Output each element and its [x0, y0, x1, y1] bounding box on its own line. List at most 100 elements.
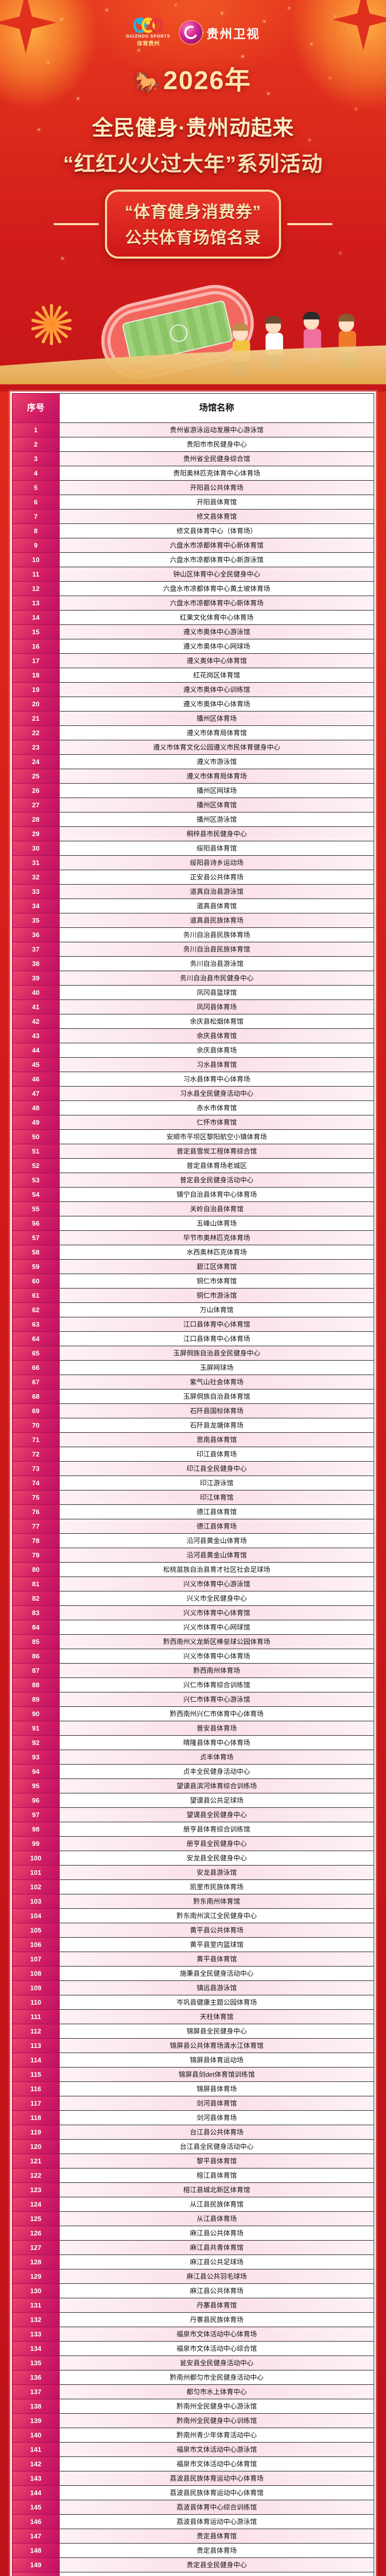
cell-venue-name: 兴仁市体育中心游泳馆	[60, 1692, 374, 1707]
table-row: 136 黔南州都匀市全民健身活动中心	[12, 2370, 374, 2385]
guizhou-sports-wordmark: GUIZHOU SPORTS	[126, 34, 170, 39]
cell-no: 126	[12, 2226, 60, 2241]
cell-no: 98	[12, 1822, 60, 1837]
cell-no: 38	[12, 957, 60, 971]
cell-no: 88	[12, 1678, 60, 1692]
table-row: 13 六盘水市凉都体育中心新体育场	[12, 596, 374, 611]
guizhou-tv-text: 贵州卫视	[206, 24, 260, 42]
cell-venue-name: 天柱体育馆	[60, 2010, 374, 2024]
cell-no: 56	[12, 1216, 60, 1231]
table-row: 91 普安县体育场	[12, 1721, 374, 1736]
table-row: 58 水西奥林匹克体育场	[12, 1245, 374, 1260]
table-row: 37 务川自治县民族体育馆	[12, 942, 374, 957]
cell-no: 130	[12, 2284, 60, 2298]
table-row: 112 锦屏县全民健身中心	[12, 2024, 374, 2039]
cell-no: 85	[12, 1635, 60, 1649]
table-row: 9 六盘水市凉都体育中心新体育馆	[12, 538, 374, 553]
cell-no: 102	[12, 1880, 60, 1894]
table-row: 80 松桃苗族自治县育才社区社会足球场	[12, 1563, 374, 1577]
cell-venue-name: 黎平县体育馆	[60, 2154, 374, 2168]
venue-table: 序号 场馆名称 1 贵州省游泳运动发展中心游泳馆 2 贵阳市市民健身中心 3 贵州省全民健…	[12, 393, 374, 2576]
cell-no: 4	[12, 466, 60, 481]
table-row: 38 务川自治县游泳馆	[12, 957, 374, 971]
cell-venue-name: 习水县全民健身活动中心	[60, 1087, 374, 1101]
cell-venue-name: 安顺市平坝区黎阳航空小镇体育场	[60, 1130, 374, 1144]
table-row: 50 安顺市平坝区黎阳航空小镇体育场	[12, 1130, 374, 1144]
table-row: 125 从江县体育场	[12, 2212, 374, 2226]
table-row: 137 都匀市水上体育中心	[12, 2385, 374, 2399]
cell-no: 142	[12, 2457, 60, 2471]
table-row: 36 务川自治县民族体育场	[12, 928, 374, 942]
cell-venue-name: 播州区游泳馆	[60, 812, 374, 827]
cell-no: 86	[12, 1649, 60, 1664]
cell-venue-name: 碧江区体育馆	[60, 1260, 374, 1274]
table-row: 60 铜仁市体育馆	[12, 1274, 374, 1289]
cell-venue-name: 锦屏县体育运动场	[60, 2053, 374, 2067]
cell-no: 30	[12, 841, 60, 856]
cell-no: 8	[12, 524, 60, 538]
cell-venue-name: 从江县体育场	[60, 2212, 374, 2226]
cell-venue-name: 黔西南州兴仁市体育中心体育场	[60, 1707, 374, 1721]
cell-venue-name: 都匀市水上体育中心	[60, 2385, 374, 2399]
cell-venue-name: 红果文化体育中心体育场	[60, 611, 374, 625]
cell-venue-name: 铜仁市体育馆	[60, 1274, 374, 1289]
table-row: 110 岑巩县健康主题公园体育场	[12, 1995, 374, 2010]
cell-no: 103	[12, 1894, 60, 1909]
cell-no: 23	[12, 740, 60, 755]
cell-no: 60	[12, 1274, 60, 1289]
table-row: 5 开阳县公共体育场	[12, 481, 374, 495]
cell-no: 123	[12, 2183, 60, 2197]
cell-venue-name: 普定县全民健身活动中心	[60, 1173, 374, 1188]
table-row: 4 贵阳奥林匹克体育中心体育场	[12, 466, 374, 481]
cell-venue-name: 凤冈县篮球馆	[60, 986, 374, 1000]
cell-venue-name: 关岭自治县体育馆	[60, 1202, 374, 1216]
hero-section: GUIZHOU SPORTS 体育贵州 贵州卫视 🐎2026年 全民健身·贵州动…	[0, 0, 386, 392]
cell-no: 101	[12, 1866, 60, 1880]
cell-venue-name: 荔波县民族体育运动中心体育馆	[60, 2486, 374, 2500]
cell-venue-name: 道真县体育馆	[60, 899, 374, 913]
cell-venue-name: 贵定县全民健身中心	[60, 2558, 374, 2572]
table-row: 71 思南县体育馆	[12, 1433, 374, 1447]
cell-venue-name: 福泉市文体活动中心体育馆	[60, 2457, 374, 2471]
table-row: 99 册亨县全民健身中心	[12, 1837, 374, 1851]
cell-venue-name: 福泉市文体活动中心体育场	[60, 2327, 374, 2342]
cell-venue-name: 遵义市奥体中心网球场	[60, 639, 374, 654]
firework-icon	[27, 300, 76, 349]
table-row: 51 普定县雪炭工程体育综合馆	[12, 1144, 374, 1159]
cell-no: 135	[12, 2356, 60, 2370]
cell-no: 2	[12, 437, 60, 452]
cell-venue-name: 册亨县体育综合训练馆	[60, 1822, 374, 1837]
table-row: 127 麻江县共青体育馆	[12, 2241, 374, 2255]
cell-no: 69	[12, 1404, 60, 1418]
cell-venue-name: 江口县体育中心体育场	[60, 1332, 374, 1346]
cell-venue-name: 福泉市文体活动中心游泳馆	[60, 2443, 374, 2457]
table-row: 17 遵义奥体中心体育馆	[12, 654, 374, 668]
year-text: 2026年	[163, 66, 251, 95]
table-row: 135 瓮安县全民健身活动中心	[12, 2356, 374, 2370]
cell-no: 107	[12, 1952, 60, 1967]
cell-venue-name: 贵定县体育馆	[60, 2529, 374, 2544]
table-row: 139 黔南州全民健身中心训练馆	[12, 2414, 374, 2428]
table-row: 124 从江县民族体育馆	[12, 2197, 374, 2212]
guizhou-tv-logo: 贵州卫视	[180, 21, 260, 44]
cell-venue-name: 贵州省全民健身综合馆	[60, 452, 374, 466]
cell-venue-name: 普定县雪炭工程体育综合馆	[60, 1144, 374, 1159]
table-row: 62 万山体育馆	[12, 1303, 374, 1317]
table-row: 30 绥阳县体育馆	[12, 841, 374, 856]
table-row: 88 兴仁市体育综合训练馆	[12, 1678, 374, 1692]
cell-venue-name: 剑河县体育馆	[60, 2096, 374, 2111]
cell-venue-name: 遵义奥体中心体育馆	[60, 654, 374, 668]
cell-no: 89	[12, 1692, 60, 1707]
table-row: 75 印江体育馆	[12, 1490, 374, 1505]
cell-no: 77	[12, 1519, 60, 1534]
cell-no: 119	[12, 2125, 60, 2140]
cell-venue-name: 黔南州全民健身中心游泳馆	[60, 2399, 374, 2414]
cell-venue-name: 遵义市奥体中心游泳馆	[60, 625, 374, 639]
cell-no: 9	[12, 538, 60, 553]
table-row: 117 剑河县体育馆	[12, 2096, 374, 2111]
cell-no: 46	[12, 1072, 60, 1087]
cell-no: 128	[12, 2255, 60, 2269]
table-row: 150独山县体育馆	[12, 2572, 374, 2576]
person-head	[304, 314, 319, 330]
table-row: 138 黔南州全民健身中心游泳馆	[12, 2399, 374, 2414]
